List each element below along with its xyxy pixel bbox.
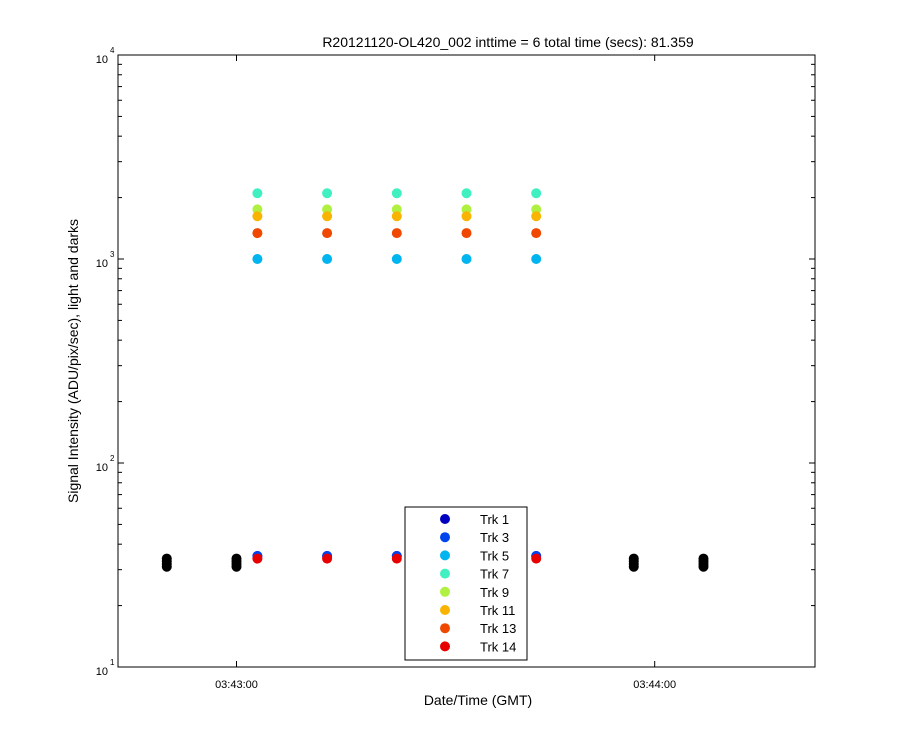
y-tick-exponent: 3	[110, 250, 115, 259]
legend-entry: Trk 14	[480, 639, 516, 654]
data-point	[322, 188, 333, 199]
data-point	[391, 228, 402, 239]
data-point	[531, 188, 542, 199]
legend-box	[404, 506, 528, 661]
data-point	[322, 553, 333, 564]
data-point	[252, 228, 263, 239]
y-tick-exponent: 1	[110, 658, 115, 667]
x-tick-label: 03:43:00	[215, 679, 258, 691]
data-point	[531, 254, 542, 264]
dark-point	[231, 553, 242, 564]
y-tick-label: 10	[96, 54, 108, 66]
data-point	[391, 204, 402, 215]
legend-entry: Trk 5	[480, 548, 509, 563]
legend-marker	[440, 586, 450, 597]
y-tick-label: 10	[96, 462, 108, 474]
data-point	[391, 188, 402, 199]
data-point	[322, 254, 333, 264]
data-point	[252, 204, 263, 215]
data-point	[391, 211, 402, 222]
x-tick-labels: 03:43:00 03:44:00	[215, 679, 676, 691]
data-point	[322, 204, 333, 215]
dark-point	[698, 553, 709, 564]
y-tick-exponent: 2	[110, 454, 115, 463]
y-tick-label: 10	[96, 258, 108, 270]
data-point	[391, 254, 402, 264]
tick-marks	[118, 54, 815, 668]
data-point	[252, 211, 263, 222]
data-point	[531, 553, 542, 564]
legend-marker	[440, 641, 450, 652]
legend-marker	[440, 532, 450, 543]
legend: Trk 1 Trk 3 Trk 5 Trk 7 Trk 9 Trk 11 Trk 13 Trk…	[404, 506, 528, 661]
data-point	[461, 211, 472, 222]
data-point	[252, 254, 263, 264]
legend-marker	[440, 623, 450, 634]
legend-entry: Trk 9	[480, 585, 509, 600]
data-point	[531, 228, 542, 239]
legend-entry: Trk 13	[480, 621, 516, 636]
dark-point	[628, 553, 639, 564]
data-point	[391, 553, 402, 564]
data-point	[461, 188, 472, 199]
legend-entry: Trk 7	[480, 567, 509, 582]
legend-entry: Trk 3	[480, 530, 509, 545]
data-point	[252, 553, 263, 564]
legend-entry: Trk 1	[480, 512, 509, 527]
data-point	[461, 228, 472, 239]
data-point	[322, 211, 333, 222]
data-points	[161, 188, 709, 572]
dark-point	[161, 553, 172, 564]
legend-marker	[440, 550, 450, 561]
data-point	[461, 254, 472, 264]
legend-marker	[440, 514, 450, 524]
data-point	[322, 228, 333, 239]
y-axis-label: Signal Intensity (ADU/pix/sec), light an…	[65, 219, 81, 503]
data-point	[461, 204, 472, 215]
legend-entry: Trk 11	[480, 603, 515, 618]
chart-title: R20121120-OL420_002 inttime = 6 total ti…	[322, 34, 694, 50]
x-axis-label: Date/Time (GMT)	[424, 692, 532, 708]
legend-marker	[440, 568, 450, 579]
y-tick-label: 10	[96, 666, 108, 678]
data-point	[252, 188, 263, 199]
x-tick-label: 03:44:00	[633, 679, 676, 691]
data-point	[531, 211, 542, 222]
data-point	[531, 204, 542, 215]
legend-marker	[440, 605, 450, 615]
y-tick-exponent: 4	[110, 46, 115, 55]
